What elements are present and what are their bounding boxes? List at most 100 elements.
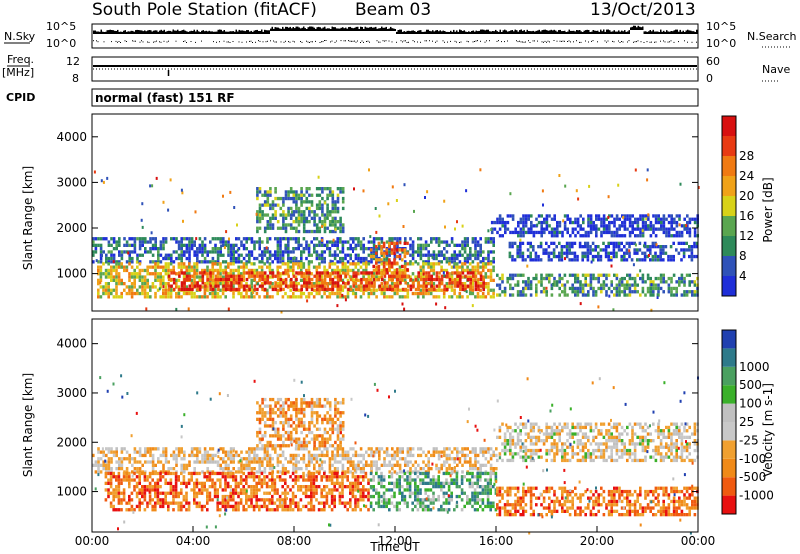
heatmap-cell [232, 253, 235, 257]
heatmap-cell [245, 467, 248, 471]
heatmap-cell [122, 488, 126, 492]
heatmap-cell [646, 254, 649, 259]
heatmap-cell [556, 230, 559, 235]
heatmap-cell [219, 277, 223, 282]
heatmap-cell [284, 467, 287, 471]
heatmap-cell [266, 463, 269, 467]
heatmap-cell [123, 288, 126, 292]
heatmap-cell [471, 288, 475, 292]
heatmap-cell [659, 245, 662, 249]
heatmap-cell [458, 295, 462, 299]
heatmap-cell [203, 291, 207, 296]
nsky-sample [283, 28, 285, 31]
heatmap-cell [240, 295, 243, 299]
heatmap-cell [448, 281, 452, 285]
heatmap-cell [217, 271, 220, 275]
heatmap-cell [450, 237, 454, 241]
heatmap-cell [107, 295, 110, 299]
heatmap-cell [581, 245, 584, 249]
heatmap-cell [305, 284, 309, 288]
heatmap-cell [162, 291, 165, 296]
heatmap-cell [456, 453, 459, 458]
heatmap-cell [401, 250, 404, 254]
heatmap-cell [581, 293, 585, 297]
heatmap-cell [465, 189, 468, 193]
heatmap-cell [547, 254, 551, 259]
heatmap-cell [660, 217, 663, 221]
heatmap-cell [172, 260, 176, 264]
nsky-sample [679, 29, 681, 34]
heatmap-cell [157, 256, 160, 261]
heatmap-cell [115, 291, 118, 296]
nsearch-sample [252, 42, 253, 43]
heatmap-cell [618, 217, 621, 221]
heatmap-cell [323, 285, 326, 289]
heatmap-cell [282, 200, 285, 204]
heatmap-cell [133, 450, 137, 454]
heatmap-cell [386, 287, 389, 292]
heatmap-cell [563, 245, 566, 249]
heatmap-cell [307, 262, 311, 266]
nsky-sample [370, 26, 372, 31]
heatmap-cell [484, 237, 488, 241]
heatmap-cell [219, 288, 222, 292]
heatmap-cell [481, 268, 485, 273]
colorbar-segment [722, 136, 736, 156]
heatmap-cell [398, 274, 401, 278]
heatmap-cell [395, 254, 399, 259]
heatmap-cell [320, 450, 324, 454]
heatmap-cell [110, 265, 113, 269]
heatmap-cell [104, 475, 108, 479]
heatmap-cell [617, 245, 621, 249]
heatmap-cell [362, 463, 365, 467]
heatmap-cell [362, 453, 365, 458]
heatmap-cell [250, 467, 254, 471]
heatmap-cell [409, 453, 412, 458]
heatmap-cell [498, 286, 502, 291]
heatmap-cell [680, 276, 684, 281]
heatmap-cell [543, 220, 546, 225]
nsky-sample [166, 31, 168, 34]
heatmap-cell [211, 247, 215, 251]
heatmap-cell [336, 281, 340, 285]
nsearch-sample [133, 40, 135, 42]
heatmap-cell [662, 251, 665, 255]
heatmap-cell [517, 230, 520, 235]
nsky-sample [109, 29, 111, 34]
heatmap-cell [561, 234, 564, 238]
nsearch-sample [622, 41, 624, 43]
heatmap-cell [563, 251, 566, 255]
nsky-sample [643, 31, 645, 34]
heatmap-cell [302, 275, 306, 279]
heatmap-cell [455, 262, 459, 266]
heatmap-cell [271, 200, 275, 204]
heatmap-cell [344, 262, 347, 266]
heatmap-cell [206, 467, 209, 471]
colorbar-frame [721, 115, 737, 297]
heatmap-cell [693, 227, 697, 231]
heatmap-cell [688, 254, 691, 259]
nsky-sample [298, 27, 300, 31]
heatmap-cell [193, 253, 196, 257]
heatmap-cell [248, 237, 251, 241]
heatmap-cell [680, 230, 684, 235]
heatmap-cell [638, 248, 642, 252]
heatmap-cell [216, 275, 220, 279]
heatmap-cell [250, 278, 253, 282]
heatmap-cell [631, 214, 634, 218]
heatmap-cell [162, 275, 165, 279]
heatmap-cell [613, 234, 616, 238]
nsearch-sample [684, 40, 685, 42]
heatmap-cell [227, 457, 230, 461]
heatmap-cell [170, 271, 173, 275]
nsky-sample [501, 32, 503, 34]
heatmap-cell [232, 272, 235, 276]
heatmap-cell [479, 447, 482, 451]
heatmap-cell [600, 224, 603, 228]
heatmap-cell [339, 216, 342, 220]
heatmap-cell [258, 240, 261, 244]
heatmap-cell [414, 275, 417, 279]
heatmap-cell [178, 274, 181, 278]
heatmap-cell [458, 253, 462, 257]
heatmap-cell [407, 284, 410, 288]
